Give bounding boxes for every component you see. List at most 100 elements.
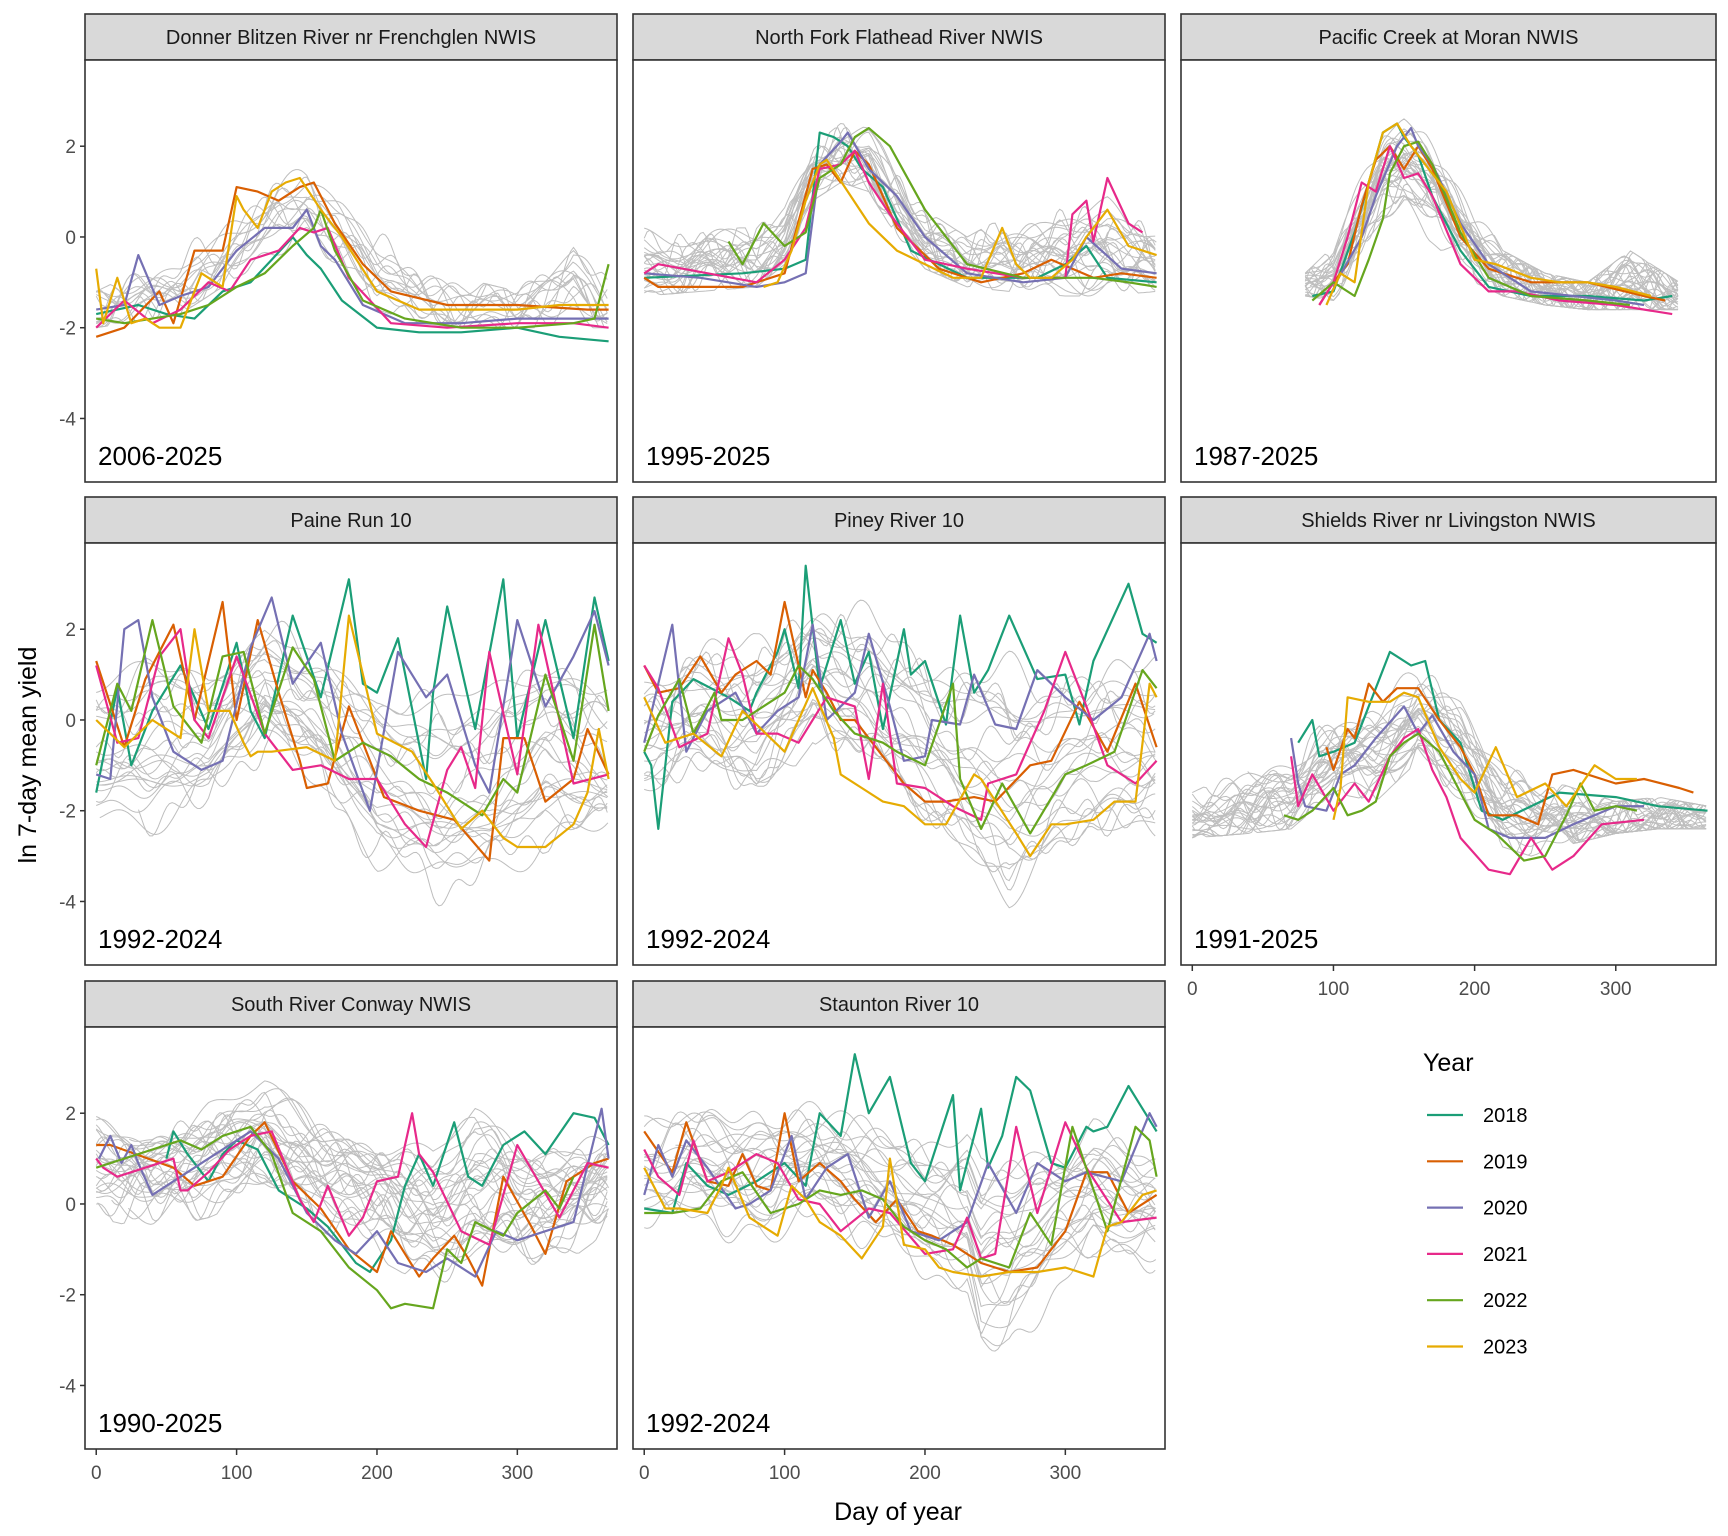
background-year-line bbox=[106, 1119, 607, 1197]
panels: Donner Blitzen River nr Frenchglen NWIS 2… bbox=[59, 13, 1717, 1484]
background-year-line bbox=[1309, 180, 1678, 311]
facet-strip bbox=[632, 13, 1166, 61]
panel-border bbox=[1180, 59, 1717, 483]
y-tick-label: 0 bbox=[65, 228, 76, 249]
background-year-line bbox=[96, 194, 608, 320]
legend-label: 2019 bbox=[1483, 1151, 1528, 1173]
facet-title: Donner Blitzen River nr Frenchglen NWIS bbox=[166, 27, 536, 49]
y-tick-label: 0 bbox=[65, 1195, 76, 1216]
plot-area bbox=[633, 543, 1165, 965]
x-tick-label: 200 bbox=[909, 1463, 941, 1484]
y-tick-label: -4 bbox=[59, 892, 76, 913]
series-line-2022 bbox=[643, 664, 1158, 835]
series-line-2018 bbox=[1297, 650, 1708, 821]
facet-strip bbox=[1180, 496, 1717, 544]
facet-title: Shields River nr Livingston NWIS bbox=[1301, 510, 1596, 532]
series-line-2020 bbox=[95, 596, 610, 812]
series-line-2022 bbox=[644, 1125, 1158, 1269]
y-tick-label: 2 bbox=[65, 137, 76, 158]
background-year-line bbox=[1192, 709, 1707, 830]
facet-title: Paine Run 10 bbox=[290, 510, 411, 532]
series-line-2023 bbox=[1332, 691, 1637, 821]
x-tick-label: 300 bbox=[1049, 1463, 1081, 1484]
plot-area bbox=[1181, 60, 1716, 482]
background-year-line bbox=[644, 666, 1156, 822]
plot-area bbox=[633, 1027, 1165, 1449]
series-line-2021 bbox=[95, 226, 609, 329]
panel-border bbox=[84, 542, 618, 966]
series-line-2022 bbox=[1311, 140, 1631, 307]
y-axis-title: ln 7-day mean yield bbox=[14, 647, 42, 864]
plot-area bbox=[85, 543, 617, 965]
series-line-2023 bbox=[763, 158, 1157, 288]
series-line-2019 bbox=[96, 1121, 609, 1287]
period-label: 1992-2024 bbox=[646, 924, 770, 954]
series-line-2021 bbox=[643, 637, 1158, 821]
background-year-line bbox=[1305, 156, 1679, 309]
period-label: 1990-2025 bbox=[98, 1408, 222, 1438]
background-year-line bbox=[643, 1181, 1156, 1329]
background-year-line bbox=[95, 1160, 608, 1275]
background-year-line bbox=[95, 1120, 608, 1201]
background-year-line bbox=[95, 677, 608, 821]
background-year-line bbox=[96, 629, 608, 716]
x-tick-label: 100 bbox=[221, 1463, 253, 1484]
y-tick-label: -4 bbox=[59, 409, 76, 430]
series-line-2022 bbox=[96, 208, 610, 329]
background-year-line bbox=[95, 1099, 608, 1217]
series-line-2023 bbox=[95, 176, 609, 329]
plot-area bbox=[633, 60, 1165, 482]
facet-strip bbox=[84, 980, 618, 1028]
facet-panel: South River Conway NWIS 1990-2025 2 0 -2 -4 0 1… bbox=[59, 980, 618, 1484]
facet-strip bbox=[1180, 13, 1717, 61]
y-tick-label: -2 bbox=[59, 802, 76, 823]
series-line-2018 bbox=[644, 1053, 1158, 1215]
background-year-line bbox=[644, 150, 1156, 286]
series-line-2020 bbox=[643, 623, 1158, 762]
legend-item: 2018 bbox=[1427, 1105, 1528, 1127]
legend-label: 2022 bbox=[1483, 1290, 1528, 1312]
background-year-line bbox=[96, 716, 608, 854]
facet-title: Pacific Creek at Moran NWIS bbox=[1318, 27, 1578, 49]
facet-title: South River Conway NWIS bbox=[231, 994, 471, 1016]
background-year-line bbox=[689, 1172, 1157, 1335]
background-year-line bbox=[644, 1123, 1156, 1207]
background-year-line bbox=[644, 665, 1156, 763]
background-year-line bbox=[1199, 685, 1706, 825]
series-line-2023 bbox=[643, 682, 1158, 858]
facet-title: Staunton River 10 bbox=[819, 994, 979, 1016]
series-line-2020 bbox=[96, 208, 609, 325]
legend-item: 2020 bbox=[1427, 1198, 1528, 1220]
background-year-line bbox=[96, 714, 608, 837]
x-tick-label: 100 bbox=[1318, 979, 1350, 1000]
background-year-line bbox=[1191, 719, 1707, 857]
background-year-line bbox=[95, 1121, 608, 1216]
x-tick-label: 0 bbox=[91, 1463, 102, 1484]
facet-strip bbox=[84, 496, 618, 544]
background-year-line bbox=[1191, 683, 1707, 833]
facet-panel: Piney River 10 1992-2024 bbox=[632, 496, 1166, 966]
background-year-line bbox=[96, 1161, 608, 1249]
facet-panel: Shields River nr Livingston NWIS 1991-202… bbox=[1180, 496, 1717, 1000]
period-label: 1992-2024 bbox=[646, 1408, 770, 1438]
series-line-2019 bbox=[1325, 682, 1694, 826]
facet-panel: North Fork Flathead River NWIS 1995-2025 bbox=[632, 13, 1166, 483]
background-year-line bbox=[96, 1153, 608, 1242]
series-line-2023 bbox=[1325, 122, 1652, 306]
period-label: 2006-2025 bbox=[98, 441, 222, 471]
legend-item: 2022 bbox=[1427, 1290, 1528, 1312]
background-year-line bbox=[96, 1097, 608, 1195]
series-line-2021 bbox=[95, 1112, 609, 1246]
background-year-line bbox=[99, 699, 609, 873]
facet-panel: Donner Blitzen River nr Frenchglen NWIS 2… bbox=[59, 13, 618, 483]
period-label: 1987-2025 bbox=[1194, 441, 1318, 471]
x-tick-label: 100 bbox=[769, 1463, 801, 1484]
series-line-2021 bbox=[1290, 727, 1645, 876]
background-year-line bbox=[681, 663, 1155, 846]
background-year-line bbox=[96, 704, 608, 847]
facet-panel: Paine Run 10 1992-2024 2 0 -2 -4 bbox=[59, 496, 618, 966]
y-tick-label: -2 bbox=[59, 1286, 76, 1307]
legend-label: 2020 bbox=[1483, 1198, 1528, 1220]
x-axis-title: Day of year bbox=[834, 1498, 962, 1526]
